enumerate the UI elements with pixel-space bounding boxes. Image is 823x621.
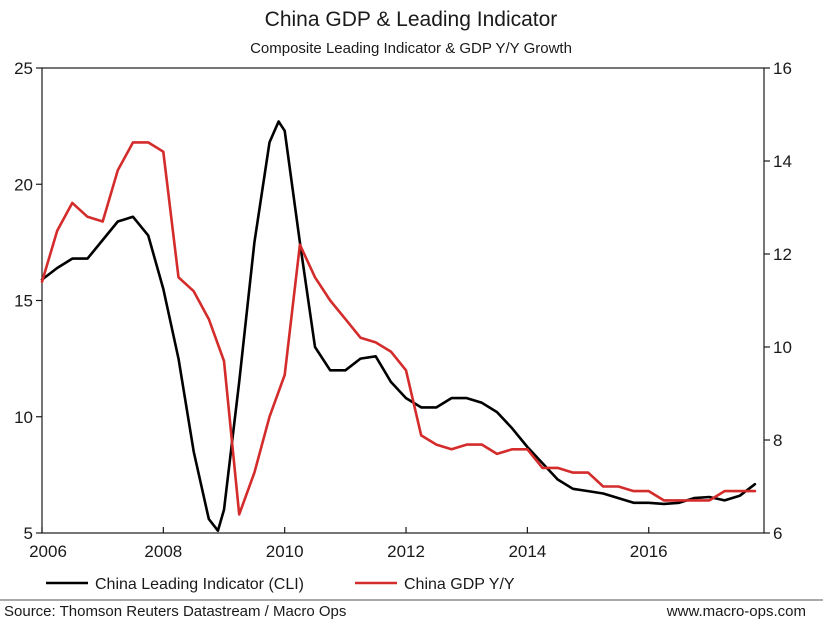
x-tick-label: 2012: [387, 542, 425, 561]
legend-label-gdp: China GDP Y/Y: [404, 576, 515, 593]
right-tick-label: 8: [773, 431, 782, 450]
footer-website: www.macro-ops.com: [666, 603, 806, 620]
right-axis: 6 8 10 12 14 16: [764, 59, 792, 543]
right-tick-label: 10: [773, 338, 792, 357]
left-tick-label: 15: [14, 292, 33, 311]
x-tick-label: 2010: [266, 542, 304, 561]
legend: China Leading Indicator (CLI) China GDP …: [46, 576, 515, 593]
left-axis: 5 10 15 20 25: [14, 59, 42, 543]
right-tick-label: 6: [773, 524, 782, 543]
plot-frame: [41, 67, 765, 534]
series-layer: [40, 120, 757, 533]
x-tick-label: 2016: [630, 542, 668, 561]
x-tick-label: 2008: [144, 542, 182, 561]
chart-subtitle: Composite Leading Indicator & GDP Y/Y Gr…: [250, 40, 572, 57]
right-tick-label: 16: [773, 59, 792, 78]
x-axis: 2006 2008 2010 2012 2014 2016: [29, 527, 668, 561]
right-tick-label: 14: [773, 152, 792, 171]
right-tick-label: 12: [773, 245, 792, 264]
left-tick-label: 5: [24, 524, 33, 543]
series-line-gdp: [40, 141, 757, 516]
footer-source: Source: Thomson Reuters Datastream / Mac…: [4, 603, 346, 620]
x-tick-label: 2006: [29, 542, 67, 561]
legend-label-cli: China Leading Indicator (CLI): [95, 576, 304, 593]
left-tick-label: 20: [14, 175, 33, 194]
left-tick-label: 10: [14, 408, 33, 427]
left-tick-label: 25: [14, 59, 33, 78]
series-line-cli: [40, 120, 757, 533]
chart-title: China GDP & Leading Indicator: [265, 8, 558, 31]
x-tick-label: 2014: [508, 542, 546, 561]
